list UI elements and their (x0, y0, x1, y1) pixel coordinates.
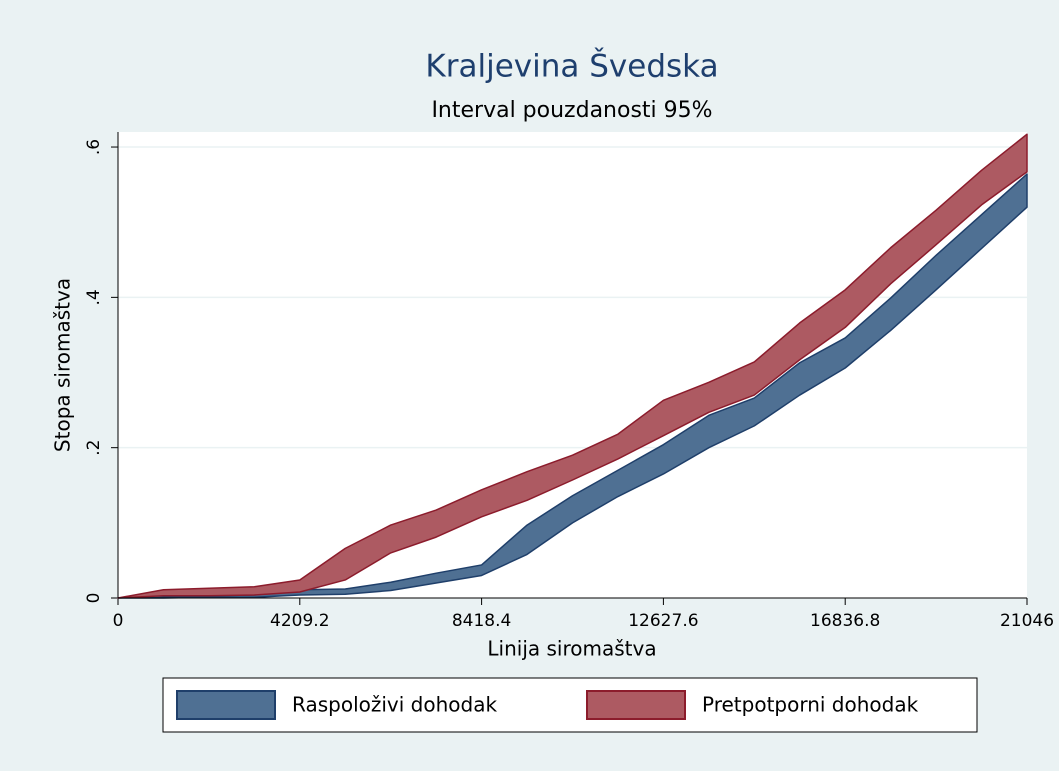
x-tick-label: 0 (113, 611, 124, 631)
confidence-band (117, 173, 1028, 599)
y-tick-label: 0 (84, 593, 104, 604)
x-tick-label: 4209.2 (270, 611, 329, 631)
legend-label: Pretpotporni dohodak (702, 693, 919, 717)
y-axis-label: Stopa siromaštva (51, 278, 75, 452)
y-tick-label: .2 (84, 440, 104, 456)
x-tick-label: 21046 (1000, 611, 1054, 631)
x-tick-label: 16836.8 (810, 611, 880, 631)
legend-swatch (586, 690, 686, 720)
y-tick-label: .4 (84, 289, 104, 305)
chart-subtitle: Interval pouzdanosti 95% (431, 98, 712, 123)
legend-swatch (176, 690, 276, 720)
legend (162, 677, 978, 733)
y-tick-label: .6 (84, 139, 104, 155)
x-tick-label: 8418.4 (452, 611, 511, 631)
chart-title: Kraljevina Švedska (425, 48, 718, 85)
x-tick-label: 12627.6 (628, 611, 698, 631)
legend-label: Raspoloživi dohodak (292, 693, 497, 717)
confidence-band (117, 133, 1028, 599)
plot-area (118, 132, 1027, 598)
x-axis-label: Linija siromaštva (487, 637, 656, 661)
